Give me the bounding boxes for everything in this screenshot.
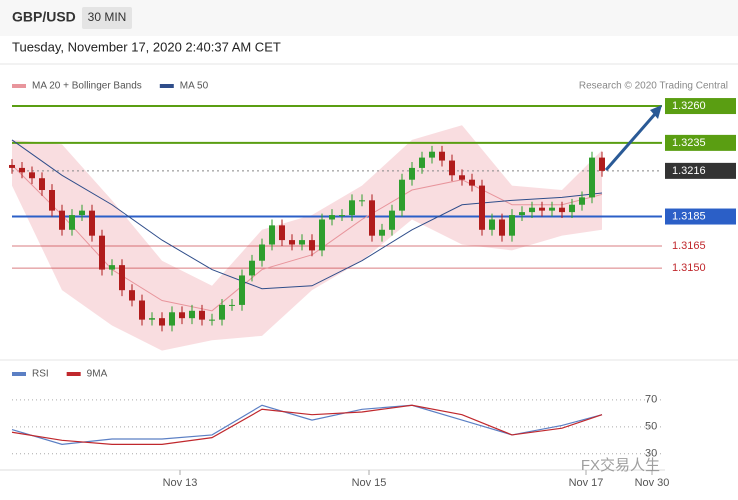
candle-body [369,200,375,236]
candle-body [49,190,55,211]
candle-body [559,207,565,213]
x-tick-label: Nov 30 [635,477,670,489]
candle-body [9,164,15,168]
watermark: FX交易人生 [581,456,660,474]
candle-body [129,290,135,301]
candle-body [469,179,475,186]
candle-body [159,318,165,326]
candle-body [89,210,95,236]
candle-body [119,265,125,291]
candle-body [399,179,405,211]
candle-body [269,225,275,245]
candle-body [319,219,325,251]
legend-label: MA 50 [180,81,209,92]
candle-body [109,265,115,270]
candle-body [329,215,335,220]
level-tag [665,134,736,151]
candle-body [239,275,245,305]
candle-body [489,219,495,230]
level-label: 1.3165 [672,240,706,252]
candle-body [169,312,175,326]
candle-body [59,210,65,230]
candle-body [209,319,215,321]
x-tick-label: Nov 13 [163,477,198,489]
candle-body [19,167,25,173]
legend-label: RSI [32,369,49,380]
candle-body [379,229,385,236]
candle-body [569,204,575,213]
candle-body [409,167,415,180]
timeframe[interactable]: 30 MIN [88,10,127,24]
candle-body [359,200,365,202]
candle-body [279,225,285,241]
candle-body [529,207,535,213]
candle-body [29,172,35,179]
candle-body [419,157,425,168]
candle-body [549,207,555,211]
candle-body [249,260,255,276]
candle-body [539,207,545,211]
legend-swatch [159,84,174,88]
level-label: 1.3216 [672,165,706,177]
candle-body [459,175,465,180]
symbol: GBP/USD [12,9,76,25]
candle-body [299,240,305,245]
candle-body [149,318,155,320]
candle-body [519,212,525,216]
arrow-head [650,105,662,119]
candle-body [189,310,195,319]
forecast-arrow [604,113,657,171]
timeframe-button[interactable] [82,7,132,29]
level-label: 1.3235 [672,137,706,149]
candle-body [349,200,355,216]
level-tag [665,208,736,225]
candle-body [229,304,235,306]
y-tick-label: 70 [645,394,657,406]
y-tick-label: 30 [645,448,657,460]
legend-label: 9MA [87,369,108,380]
legend-label: MA 20 + Bollinger Bands [32,81,142,92]
series-line [11,404,603,445]
candle-body [599,157,605,171]
candle-body [199,310,205,320]
candle-body [509,215,515,236]
candle-body [69,215,75,230]
candle-body [429,151,435,158]
level-label: 1.3260 [672,100,706,112]
series-line [11,404,603,445]
x-tick-label: Nov 17 [569,477,604,489]
candle-body [589,157,595,198]
candle-body [389,210,395,230]
candle-body [39,178,45,191]
x-tick-label: Nov 15 [352,477,387,489]
candle-body [139,300,145,320]
candle-body [99,235,105,270]
credit: Research © 2020 Trading Central [579,81,728,92]
y-tick-label: 50 [645,421,657,433]
candle-body [439,151,445,161]
series-line [11,139,603,290]
candle-body [289,240,295,245]
candle-body [259,244,265,261]
datetime: Tuesday, November 17, 2020 2:40:37 AM CE… [12,39,281,54]
level-label: 1.3185 [672,210,706,222]
candle-body [579,197,585,205]
candle-body [179,312,185,319]
legend-swatch [12,372,26,376]
candle-body [499,219,505,236]
candle-body [79,210,85,216]
candle-body [449,160,455,176]
candle-body [219,304,225,320]
candle-body [479,185,485,230]
legend-swatch [66,372,81,376]
level-tag [665,98,736,115]
candle-body [339,215,345,217]
legend-swatch [12,84,26,88]
level-tag [665,162,736,179]
candle-body [309,240,315,251]
level-label: 1.3150 [672,262,706,274]
